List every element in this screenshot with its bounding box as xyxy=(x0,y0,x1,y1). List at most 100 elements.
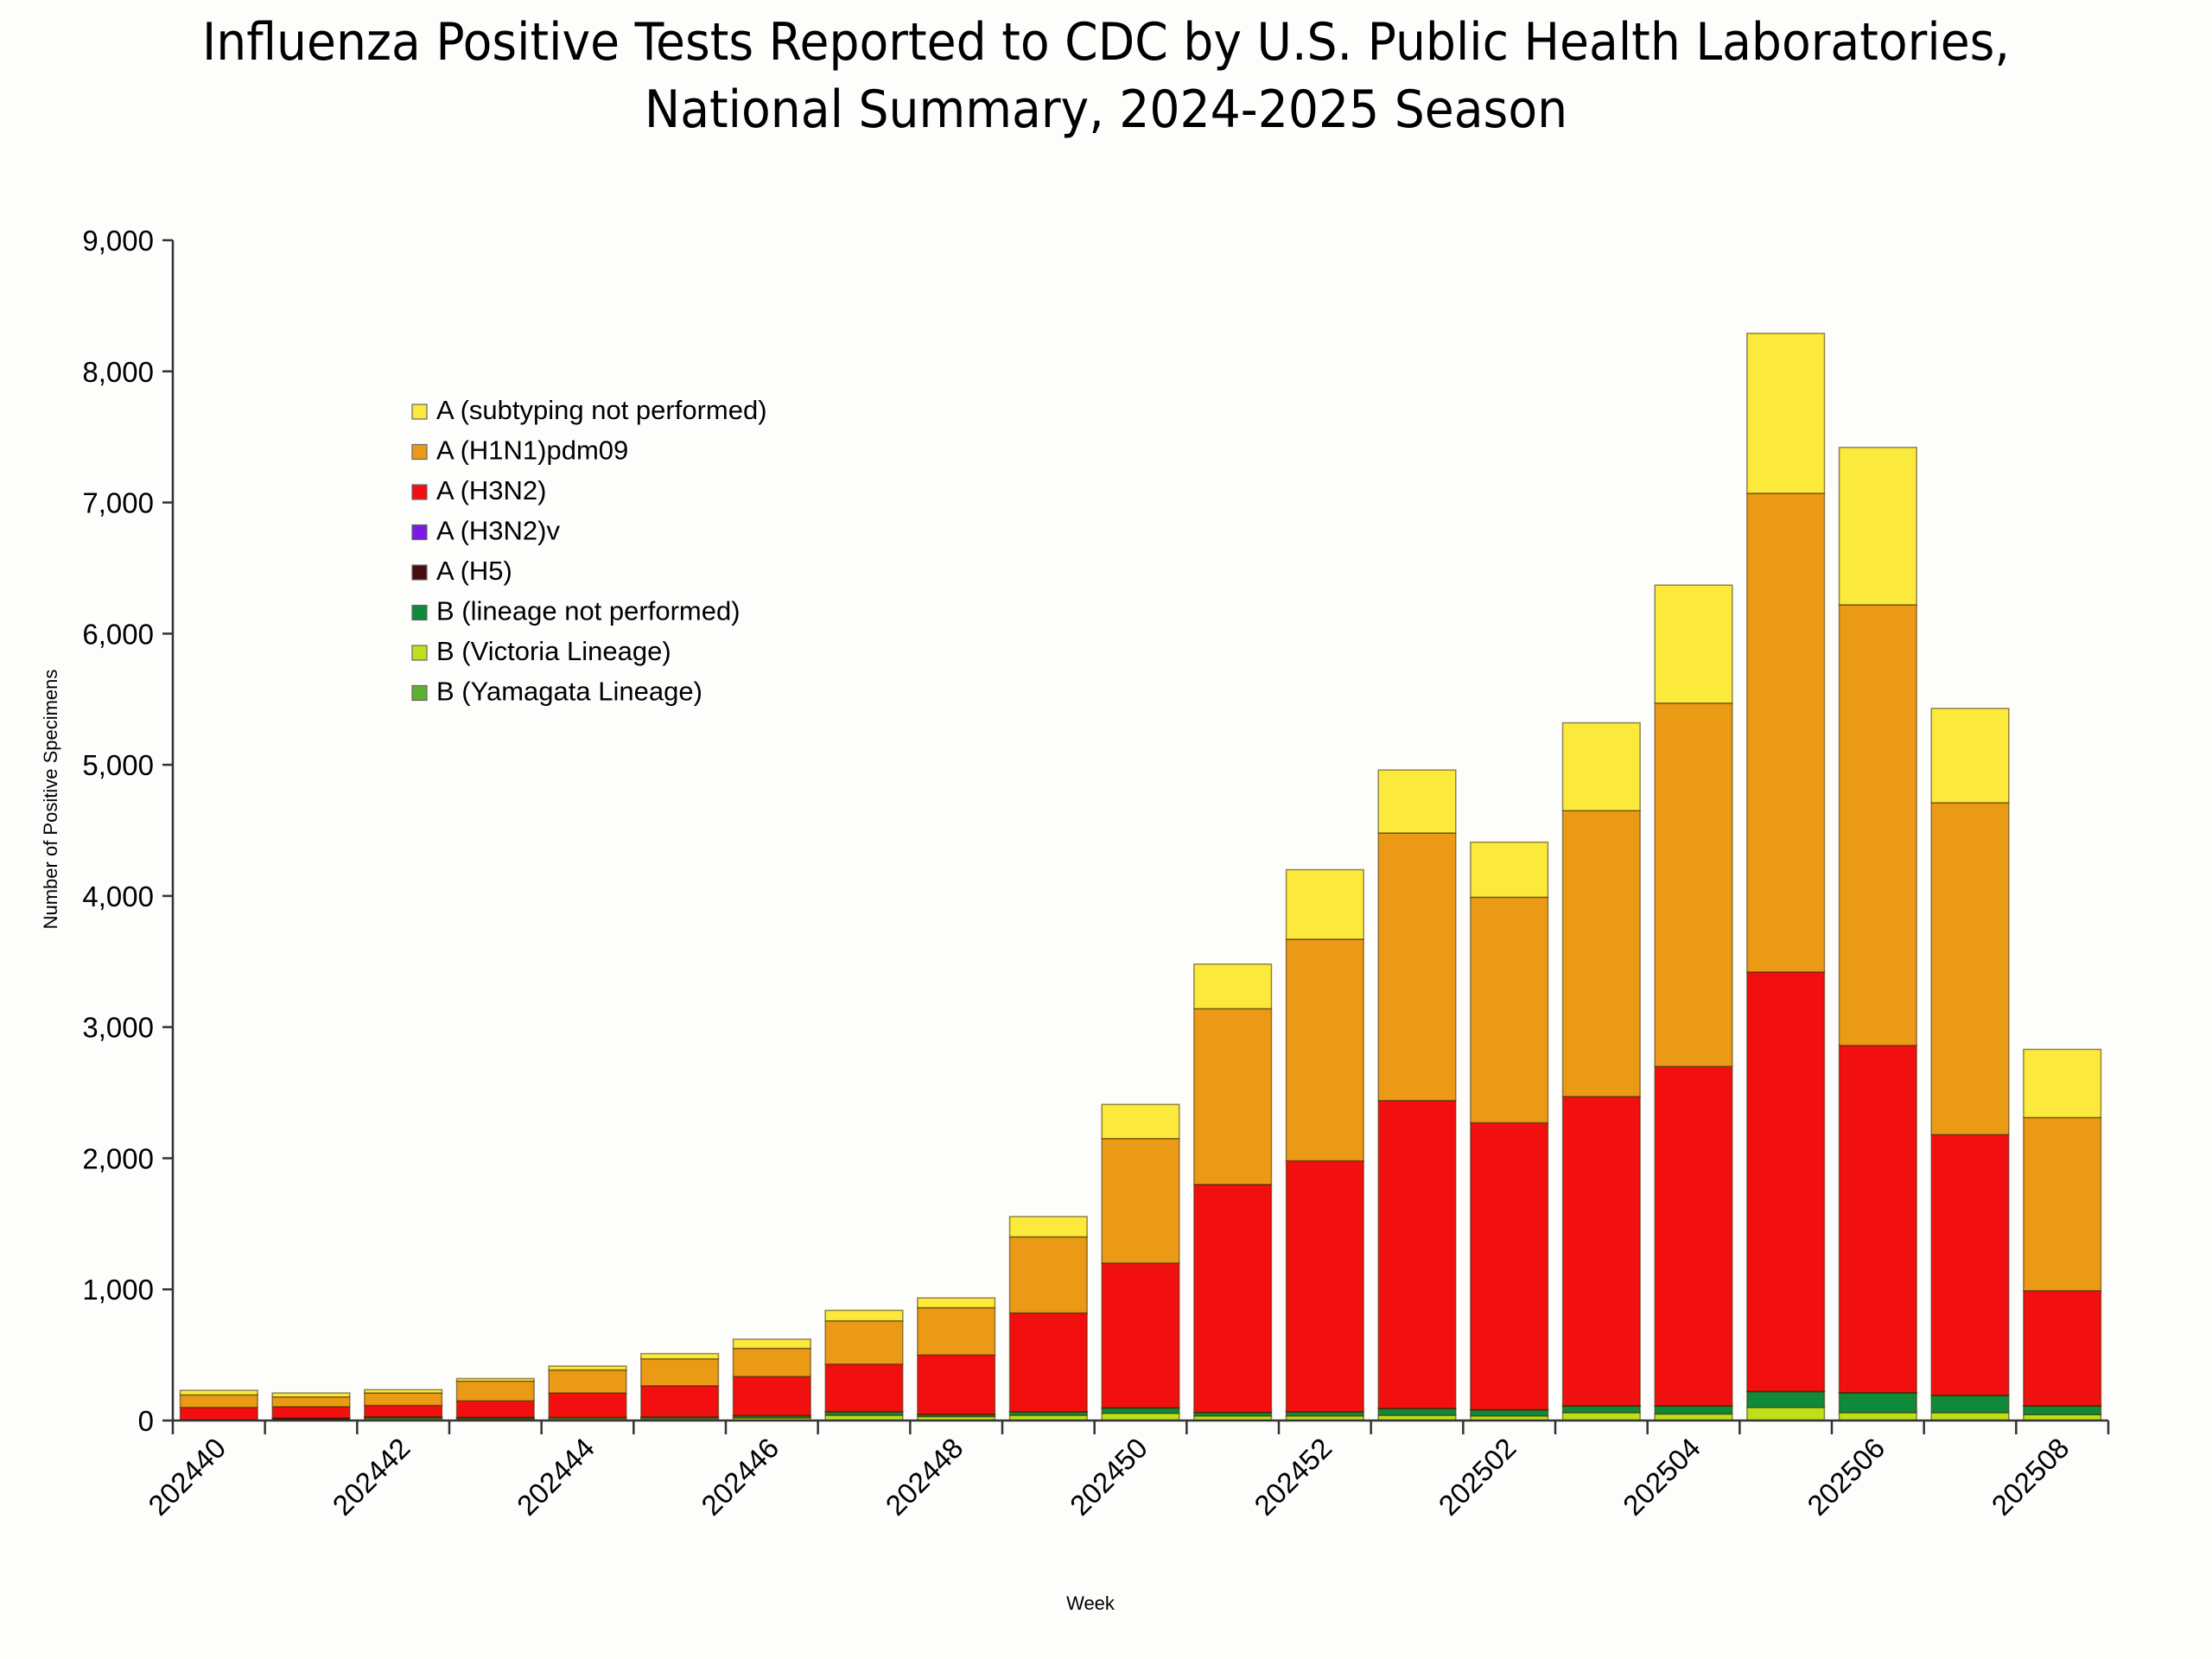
bar-segment xyxy=(1008,1312,1088,1413)
bar-segment xyxy=(1377,1408,1457,1416)
bar-segment xyxy=(732,1376,811,1416)
bar-stack-202446 xyxy=(732,1338,811,1421)
bar-segment xyxy=(1561,810,1641,1097)
legend-label: A (H3N2)v xyxy=(436,516,560,546)
bar-stack-202507 xyxy=(1930,708,2010,1421)
bar-segment xyxy=(824,1363,904,1413)
x-tick-label: 202506 xyxy=(1801,1432,1891,1522)
bar-segment xyxy=(1654,584,1733,704)
bar-segment xyxy=(1377,832,1457,1102)
bar-stack-202505 xyxy=(1746,333,1826,1421)
legend-item: B (Yamagata Lineage) xyxy=(411,677,702,707)
bar-stack-202448 xyxy=(917,1297,996,1421)
bar-segment xyxy=(1930,1412,2010,1421)
bar-stack-202503 xyxy=(1561,721,1641,1421)
x-tick-label: 202444 xyxy=(511,1432,601,1522)
legend-swatch xyxy=(411,684,428,702)
bar-segment xyxy=(1101,1103,1180,1140)
legend-label: B (lineage not performed) xyxy=(436,596,741,626)
bar-segment xyxy=(1008,1216,1088,1238)
y-tick-label: 0 xyxy=(138,1405,154,1437)
bar-segment xyxy=(364,1389,443,1394)
x-tick-label: 202502 xyxy=(1433,1432,1522,1522)
bar-segment xyxy=(1838,1412,1917,1421)
x-tick-label: 202450 xyxy=(1064,1432,1154,1522)
bar-segment xyxy=(1101,1137,1180,1264)
bar-segment xyxy=(455,1400,535,1418)
legend-item: A (H3N2)v xyxy=(411,516,560,546)
bar-stack-202445 xyxy=(640,1352,720,1421)
bar-segment xyxy=(640,1357,720,1387)
bar-segment xyxy=(1101,1262,1180,1408)
bar-segment xyxy=(824,1319,904,1365)
legend-swatch xyxy=(411,645,428,661)
bar-stack-202441 xyxy=(271,1392,351,1421)
legend-item: B (lineage not performed) xyxy=(411,596,741,626)
x-tick-label: 202504 xyxy=(1617,1432,1707,1522)
bar-segment xyxy=(917,1354,996,1415)
bar-segment xyxy=(917,1306,996,1356)
y-tick-label: 1,000 xyxy=(82,1274,154,1306)
bar-segment xyxy=(1561,1405,1641,1414)
bar-segment xyxy=(640,1352,720,1360)
bar-segment xyxy=(548,1369,627,1394)
legend-swatch xyxy=(411,484,428,500)
bar-stack-202443 xyxy=(455,1377,535,1421)
bar-segment xyxy=(179,1407,258,1421)
bar-segment xyxy=(1654,1065,1733,1407)
legend-item: A (H5) xyxy=(411,556,512,586)
bar-segment xyxy=(2023,1405,2102,1415)
bar-segment xyxy=(1561,721,1641,811)
legend-item: A (subtyping not performed) xyxy=(411,395,767,425)
bar-segment xyxy=(1561,1096,1641,1407)
bar-segment xyxy=(1838,1392,1917,1414)
bar-segment xyxy=(1930,1134,2010,1396)
bar-segment xyxy=(1377,769,1457,834)
bar-segment xyxy=(1561,1412,1641,1421)
legend-swatch xyxy=(411,404,428,420)
bar-segment xyxy=(1746,971,1826,1392)
bar-segment xyxy=(2023,1116,2102,1292)
bar-segment xyxy=(1930,708,2010,804)
bar-segment xyxy=(1470,1409,1549,1417)
bar-segment xyxy=(732,1347,811,1377)
legend-swatch xyxy=(411,564,428,581)
bar-segment xyxy=(1654,702,1733,1067)
bar-segment xyxy=(455,1380,535,1402)
x-tick-label: 202448 xyxy=(880,1432,969,1522)
bar-segment xyxy=(1654,1405,1733,1415)
legend-label: A (H3N2) xyxy=(436,475,546,505)
bar-stack-202504 xyxy=(1654,584,1733,1421)
y-tick-label: 7,000 xyxy=(82,487,154,519)
legend-item: A (H3N2) xyxy=(411,475,546,505)
bar-segment xyxy=(271,1395,351,1408)
y-tick-label: 3,000 xyxy=(82,1012,154,1044)
bar-segment xyxy=(1470,896,1549,1124)
x-tick-label: 202446 xyxy=(695,1432,785,1522)
legend-swatch xyxy=(411,604,428,621)
bar-segment xyxy=(1746,1390,1826,1408)
y-axis-label: Number of Positive Specimens xyxy=(40,670,61,930)
legend-label: B (Victoria Lineage) xyxy=(436,636,671,666)
bar-segment xyxy=(1838,1045,1917,1394)
bar-segment xyxy=(2023,1289,2102,1407)
bar-segment xyxy=(1838,447,1917,606)
legend: A (subtyping not performed) A (H1N1)pdm09… xyxy=(411,395,767,707)
bar-segment xyxy=(1008,1236,1088,1314)
bar-segment xyxy=(1193,963,1273,1010)
legend-item: A (H1N1)pdm09 xyxy=(411,435,628,466)
bar-segment xyxy=(2023,1048,2102,1119)
legend-label: A (H1N1)pdm09 xyxy=(436,435,628,466)
bar-segment xyxy=(1101,1412,1180,1421)
bar-segment xyxy=(1285,868,1364,940)
bar-segment xyxy=(364,1404,443,1418)
bar-segment xyxy=(1746,333,1826,494)
bar-segment xyxy=(917,1297,996,1309)
y-tick-label: 9,000 xyxy=(82,225,154,257)
legend-swatch xyxy=(411,524,428,541)
bar-segment xyxy=(364,1392,443,1407)
bar-stack-202447 xyxy=(824,1309,904,1421)
bar-segment xyxy=(179,1389,258,1396)
bar-segment xyxy=(1930,802,2010,1135)
